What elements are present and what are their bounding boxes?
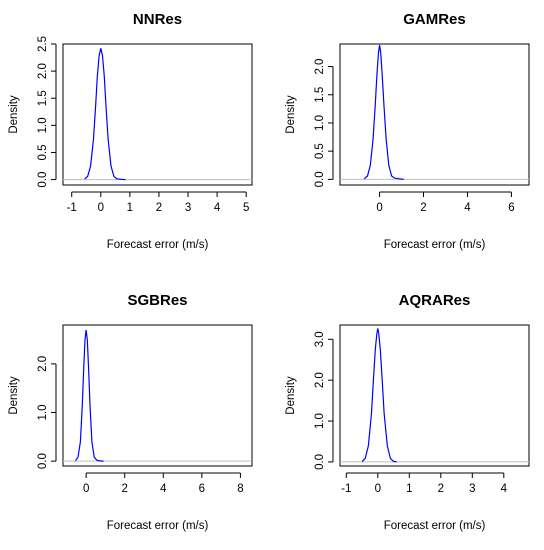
density-curve-line <box>75 329 104 462</box>
chart-panel-3: SGBRes 0 2 4 6 8 0.0 1.0 2.0 Forecast error (m/s)… <box>8 292 253 532</box>
y-tick-label: 1.0 <box>37 405 49 421</box>
y-tick-label: 1.0 <box>37 117 49 133</box>
x-tick-label: 0 <box>98 202 104 214</box>
chart-title: GAMRes <box>403 11 466 28</box>
x-tick-label: 0 <box>375 483 381 495</box>
x-axis-label: Forecast error (m/s) <box>384 239 486 251</box>
y-tick-label: 0.5 <box>314 143 326 159</box>
y-tick-label: 3.0 <box>314 331 326 347</box>
x-tick-label: 4 <box>464 202 471 214</box>
x-tick-label: 6 <box>508 202 514 214</box>
y-tick-label: 1.5 <box>37 90 49 106</box>
y-tick-label: 1.0 <box>314 413 326 429</box>
y-tick-label: 2.0 <box>37 63 49 79</box>
chart-title: SGBRes <box>127 292 187 309</box>
x-axis-label: Forecast error (m/s) <box>107 520 209 532</box>
y-tick-label: 0.0 <box>37 172 49 188</box>
plot-frame <box>339 43 530 186</box>
y-axis-label: Density <box>285 376 297 415</box>
y-axis-label: Density <box>8 376 20 415</box>
y-tick-label: 2.0 <box>37 356 49 372</box>
y-axis-label: Density <box>8 95 20 134</box>
y-tick-label: 2.5 <box>37 36 49 52</box>
y-tick-label: 1.0 <box>314 115 326 131</box>
x-tick-label: 5 <box>243 202 249 214</box>
plot-frame <box>62 43 253 186</box>
x-tick-label: 1 <box>406 483 412 495</box>
y-tick-label: 1.5 <box>314 87 326 103</box>
x-tick-label: 8 <box>237 483 243 495</box>
chart-title: NNRes <box>133 11 182 28</box>
chart-panel-4: AQRARes -1 0 1 2 3 4 0.0 1.0 2.0 3.0 Forecast error… <box>285 292 530 532</box>
y-tick-label: 0.0 <box>37 453 49 469</box>
plot-frame <box>339 324 530 467</box>
x-tick-label: -1 <box>67 202 77 214</box>
chart-panel-1: NNRes -1 0 1 2 3 4 5 0.0 0.5 1.0 1.5 2.0 2.5 Forecast … <box>8 11 253 251</box>
x-tick-label: 2 <box>156 202 162 214</box>
x-tick-label: 2 <box>438 483 444 495</box>
y-tick-label: 0.5 <box>37 144 49 160</box>
x-tick-label: 4 <box>160 483 167 495</box>
x-tick-label: 6 <box>199 483 205 495</box>
x-tick-label: 2 <box>420 202 426 214</box>
chart-title: AQRARes <box>399 292 471 309</box>
density-curve-line <box>84 48 126 181</box>
y-tick-label: 2.0 <box>314 59 326 75</box>
density-curve-line <box>361 328 397 463</box>
x-axis-label: Forecast error (m/s) <box>384 520 486 532</box>
plot-frame <box>62 324 253 467</box>
x-tick-label: 3 <box>185 202 191 214</box>
x-tick-label: 4 <box>501 483 508 495</box>
x-axis-label: Forecast error (m/s) <box>107 239 209 251</box>
y-tick-label: 0.0 <box>314 171 326 187</box>
x-tick-label: -1 <box>341 483 351 495</box>
y-tick-label: 2.0 <box>314 372 326 388</box>
x-tick-label: 4 <box>214 202 221 214</box>
y-tick-label: 0.0 <box>314 454 326 470</box>
x-tick-label: 1 <box>127 202 133 214</box>
density-curve-line <box>363 45 404 180</box>
y-axis-label: Density <box>285 95 297 134</box>
x-tick-label: 2 <box>122 483 128 495</box>
x-tick-label: 3 <box>469 483 475 495</box>
chart-panel-2: GAMRes 0 2 4 6 0.0 0.5 1.0 1.5 2.0 Forecast error … <box>285 11 530 251</box>
x-tick-label: 0 <box>83 483 89 495</box>
x-tick-label: 0 <box>376 202 382 214</box>
